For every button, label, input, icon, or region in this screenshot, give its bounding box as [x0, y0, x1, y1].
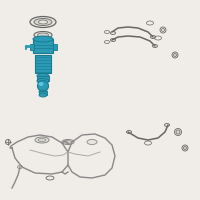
Ellipse shape [6, 140, 10, 144]
Ellipse shape [38, 82, 44, 86]
Bar [37, 76, 49, 81]
Bar [35, 55, 51, 73]
Ellipse shape [174, 129, 182, 136]
Ellipse shape [151, 36, 156, 38]
Ellipse shape [182, 145, 188, 151]
Ellipse shape [37, 78, 49, 84]
Ellipse shape [39, 90, 47, 94]
Ellipse shape [38, 33, 48, 37]
Bar [39, 91, 47, 95]
Ellipse shape [110, 31, 116, 34]
Ellipse shape [37, 73, 49, 78]
Ellipse shape [162, 28, 164, 31]
Ellipse shape [39, 93, 47, 97]
Ellipse shape [164, 123, 170, 127]
Ellipse shape [153, 45, 158, 47]
Ellipse shape [34, 19, 52, 25]
Bar [33, 39, 53, 53]
Ellipse shape [38, 138, 46, 142]
Ellipse shape [174, 53, 177, 56]
Ellipse shape [176, 130, 180, 134]
Ellipse shape [38, 20, 48, 24]
Bar [30, 44, 34, 50]
Ellipse shape [38, 80, 48, 92]
Ellipse shape [127, 130, 132, 134]
Ellipse shape [33, 36, 53, 42]
Ellipse shape [64, 140, 72, 144]
Ellipse shape [110, 38, 116, 42]
Ellipse shape [34, 31, 52, 38]
Ellipse shape [62, 140, 74, 144]
Ellipse shape [35, 137, 49, 143]
Ellipse shape [184, 146, 186, 150]
Ellipse shape [172, 52, 178, 58]
Ellipse shape [87, 140, 97, 144]
Ellipse shape [30, 17, 56, 27]
Bar [53, 44, 57, 50]
